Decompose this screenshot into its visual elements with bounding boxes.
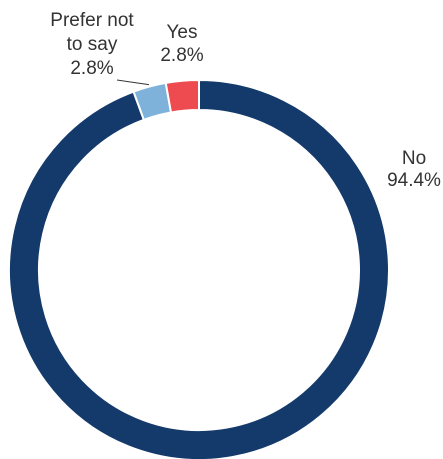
slice-label-prefer-not-value: 2.8% [70, 58, 113, 79]
slice-label-prefer-not-name-line2: to say [67, 34, 118, 55]
slice-no [8, 78, 390, 459]
slice-label-no-value: 94.4% [387, 170, 441, 191]
slice-yes [164, 78, 200, 114]
slice-label-yes-value: 2.8% [160, 45, 203, 66]
leader-lines [116, 79, 149, 86]
slice-label-no-name: No [402, 148, 426, 169]
leader-line-prefer-not-to-say [116, 79, 149, 86]
slice-label-yes-name: Yes [167, 22, 198, 43]
slice-label-prefer-not-name-line1: Prefer not [50, 10, 134, 31]
donut-slices [8, 78, 390, 459]
slice-labels: No 94.4% Prefer not to say 2.8% Yes 2.8% [50, 10, 441, 191]
